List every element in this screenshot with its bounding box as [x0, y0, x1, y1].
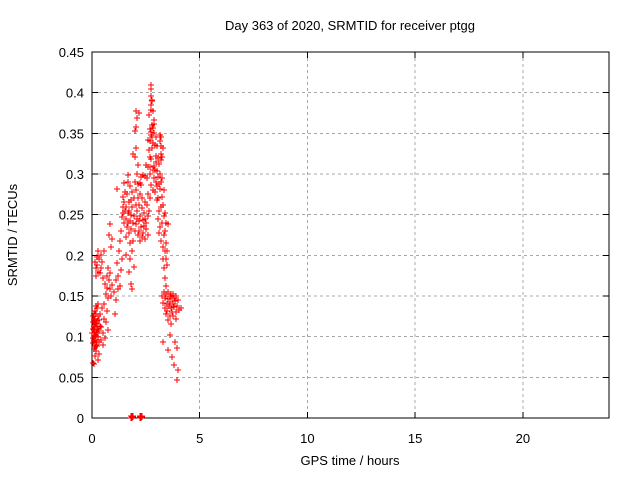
plot-border [91, 51, 610, 419]
x-axis-label: GPS time / hours [301, 453, 400, 468]
grid-layer [92, 52, 609, 418]
scatter-series-srmtid [89, 82, 184, 421]
y-tick-label: 0.15 [59, 289, 84, 304]
axis-layer [91, 51, 610, 419]
y-tick-label: 0.3 [66, 167, 84, 182]
y-tick-label: 0.4 [66, 86, 84, 101]
y-axis-label: SRMTID / TECUs [5, 183, 20, 286]
x-tick-label: 20 [516, 431, 530, 446]
y-tick-label: 0.45 [59, 45, 84, 60]
x-tick-label: 15 [408, 431, 422, 446]
y-tick-label: 0.35 [59, 126, 84, 141]
y-tick-label: 0.05 [59, 370, 84, 385]
chart-title: Day 363 of 2020, SRMTID for receiver ptg… [225, 18, 475, 33]
x-tick-label: 10 [300, 431, 314, 446]
y-tick-label: 0 [77, 411, 84, 426]
y-tick-label: 0.25 [59, 208, 84, 223]
tick-label-layer: 0 5 10 15 20 0 0.05 0.1 0.15 0.2 0.25 0.3 0.35 0.4 0.4… [59, 45, 530, 446]
y-tick-label: 0.2 [66, 248, 84, 263]
y-tick-label: 0.1 [66, 330, 84, 345]
scatter-points [89, 82, 184, 421]
x-tick-label: 0 [88, 431, 95, 446]
x-tick-label: 5 [196, 431, 203, 446]
